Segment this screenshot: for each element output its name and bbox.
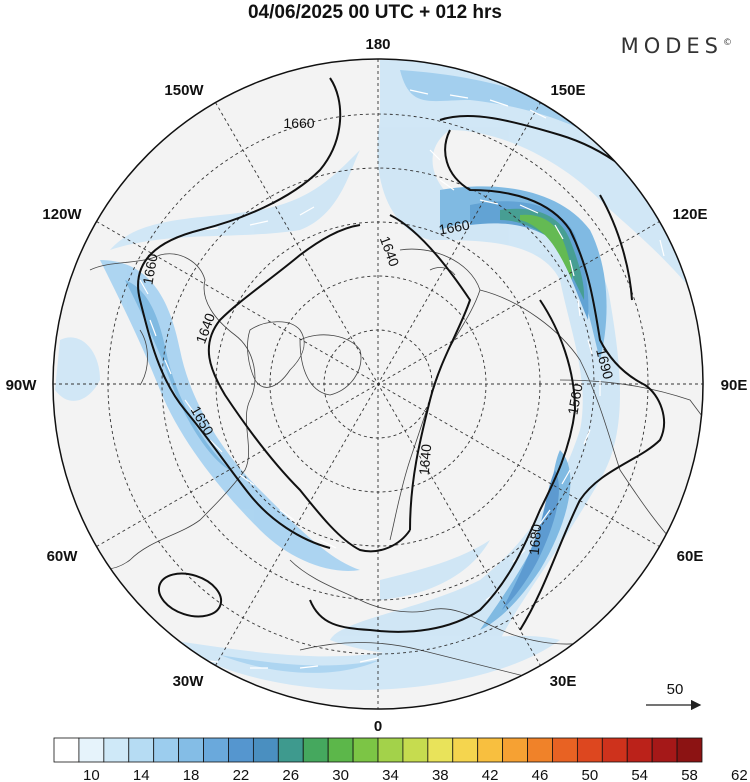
colorbar-tick-label: 54: [631, 767, 648, 782]
colorbar-tick-label: 50: [582, 767, 599, 782]
colorbar-tick-label: 62: [731, 767, 748, 782]
lon-label-90e: 90E: [721, 377, 748, 394]
lon-label-150e: 150E: [550, 82, 585, 99]
reference-vector-label: 50: [667, 681, 684, 698]
colorbar-swatch: [576, 737, 603, 763]
wind-speed-shading: [55, 60, 703, 690]
contour-label: 1680: [526, 523, 545, 556]
brand-logo: MODES©: [621, 34, 732, 58]
colorbar-tick-label: 26: [282, 767, 299, 782]
contour-label: 1690: [593, 347, 617, 381]
lon-label-180: 180: [365, 36, 390, 53]
colorbar-tick-label: 18: [183, 767, 200, 782]
lon-label-120w: 120W: [42, 206, 82, 223]
colorbar-swatch: [327, 737, 354, 763]
colorbar-swatch: [302, 737, 329, 763]
graticule: [53, 59, 703, 709]
colorbar-swatch: [352, 737, 379, 763]
colorbar-swatch: [651, 737, 678, 763]
lon-label-150w: 150W: [164, 82, 204, 99]
map-boundary: [52, 58, 704, 710]
coastlines: [74, 248, 703, 681]
contour-label: 1660: [139, 252, 160, 286]
colorbar-swatch: [427, 737, 454, 763]
lon-label-120e: 120E: [672, 206, 707, 223]
lon-label-90w: 90W: [6, 377, 38, 394]
colorbar-swatch: [228, 737, 254, 763]
colorbar-swatch: [477, 737, 504, 763]
colorbar-swatch: [377, 737, 404, 763]
colorbar-swatch: [601, 737, 628, 763]
colorbar-tick-label: 58: [681, 767, 698, 782]
contour-label: 1660: [283, 115, 314, 131]
lon-label-60e: 60E: [677, 548, 704, 565]
colorbar-tick-label: 10: [83, 767, 100, 782]
colorbar-tick-label: 42: [482, 767, 499, 782]
lon-label-30e: 30E: [550, 673, 577, 690]
lon-label-60w: 60W: [47, 548, 79, 565]
colorbar-swatch: [676, 737, 703, 763]
colorbar-swatch: [203, 737, 229, 763]
colorbar-swatch: [252, 737, 279, 763]
map-title: 04/06/2025 00 UTC + 012 hrs: [247, 2, 503, 23]
lon-label-30w: 30W: [173, 673, 205, 690]
colorbar-tick-label: 38: [432, 767, 449, 782]
brand-name: MODES: [620, 34, 723, 58]
colorbar-tick-label: 46: [532, 767, 549, 782]
colorbar-swatch: [178, 737, 204, 763]
brand-mark: ©: [723, 38, 732, 48]
contour-label: 1660: [437, 216, 471, 237]
colorbar-swatch: [452, 737, 479, 763]
contour-label: 1560: [564, 382, 585, 416]
longitude-labels: 180 150E 120E 90E 60E 30E 0 30W 60W 90W …: [6, 36, 748, 735]
colorbar-tick-label: 34: [382, 767, 399, 782]
colorbar-swatch: [53, 737, 80, 763]
colorbar-tick-label: 14: [133, 767, 150, 782]
colorbar-swatch: [527, 737, 553, 763]
colorbar-tick-label: 30: [332, 767, 349, 782]
colorbar-swatch: [626, 737, 653, 763]
reference-vector: 50: [646, 681, 702, 711]
colorbar-swatch: [78, 737, 105, 763]
colorbar-swatch: [402, 737, 429, 763]
colorbar-swatch: [277, 737, 304, 763]
colorbar-tick-label: 22: [233, 767, 250, 782]
colorbar: 10141822263034384246505458626670: [53, 737, 748, 782]
contour-label: 1640: [416, 443, 435, 476]
colorbar-swatch: [128, 737, 155, 763]
colorbar-swatch: [552, 737, 578, 763]
contour-labels: 1660 1640 1660 1640 1650 1660 1640 1680 …: [139, 115, 616, 556]
lon-label-0: 0: [374, 718, 382, 735]
colorbar-swatch: [502, 737, 528, 763]
colorbar-swatch: [103, 737, 130, 763]
colorbar-swatch: [153, 737, 180, 763]
